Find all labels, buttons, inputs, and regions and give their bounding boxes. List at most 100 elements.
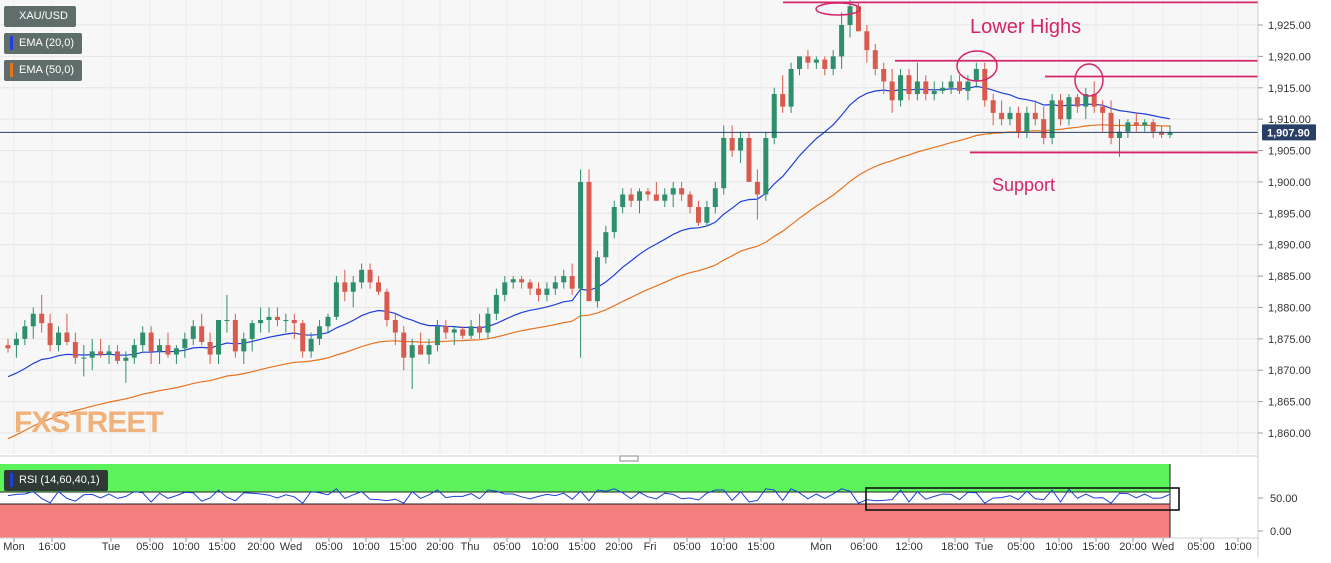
price-tick-label: 1,865.00 (1268, 397, 1311, 409)
candle-body (721, 137, 727, 189)
price-tick-label: 1,920.00 (1268, 51, 1311, 63)
candle-body (451, 329, 457, 333)
candle-body (754, 181, 760, 195)
candle-body (98, 351, 104, 355)
rsi-tick-label: 0.00 (1270, 526, 1291, 538)
candle-body (1074, 97, 1080, 107)
candle-body (695, 207, 701, 223)
candle-body (594, 257, 600, 302)
candle-body (1142, 122, 1148, 126)
candle-body (662, 194, 668, 201)
legend-ema20[interactable]: EMA (20,0) (4, 33, 83, 54)
candle-body (822, 59, 828, 69)
ema20-swatch (10, 36, 13, 51)
candle-body (409, 345, 415, 358)
candle-body (123, 357, 129, 361)
price-tick-label: 1,905.00 (1268, 146, 1311, 158)
time-tick-label: 15:00 (208, 541, 236, 553)
candle-body (645, 191, 651, 195)
time-tick-label: 20:00 (605, 541, 633, 553)
current-price-label: 1,907.90 (1267, 127, 1310, 139)
price-tick-label: 1,860.00 (1268, 428, 1311, 440)
time-tick-label: Tue (102, 541, 121, 553)
lower-highs-label: Lower Highs (970, 16, 1081, 38)
rsi-tick-label: 50.00 (1270, 493, 1298, 505)
candle-body (477, 326, 483, 333)
time-tick-label: 10:00 (352, 541, 380, 553)
candle-body (47, 323, 53, 346)
candle-body (384, 291, 390, 321)
time-tick-label: Mon (3, 541, 24, 553)
candle-body (982, 68, 988, 101)
time-tick-label: Wed (280, 541, 302, 553)
candle-body (401, 332, 407, 358)
candle-body (965, 81, 971, 91)
candle-body (359, 269, 365, 283)
rsi-highlight-box (865, 487, 1180, 511)
candle-body (889, 81, 895, 101)
rsi-label: RSI (14,60,40,1) (19, 474, 100, 486)
legend-ema50[interactable]: EMA (50,0) (4, 60, 83, 81)
candle-body (72, 341, 78, 358)
time-tick-label: Tue (975, 541, 994, 553)
current-price-tag (1262, 124, 1316, 141)
candle-body (729, 137, 735, 151)
price-tick-label: 1,925.00 (1268, 20, 1311, 32)
candle-body (653, 194, 659, 201)
candle-body (578, 181, 584, 289)
candle-body (434, 326, 440, 346)
candle-body (241, 338, 247, 352)
ema50-path (7, 124, 1171, 440)
candle-body (805, 56, 811, 63)
candle-body (460, 329, 466, 336)
support-label: Support (992, 175, 1055, 195)
candle-body (375, 282, 381, 292)
candle-body (746, 137, 752, 182)
candle-body (325, 316, 331, 327)
candle-body (813, 59, 819, 63)
candle-body (914, 81, 920, 95)
candle-body (493, 294, 499, 314)
time-tick-label: 15:00 (747, 541, 775, 553)
time-tick-label: 05:00 (136, 541, 164, 553)
candle-body (30, 313, 36, 327)
candle-body (350, 282, 356, 292)
candle-body (1032, 112, 1038, 120)
time-tick-label: 20:00 (247, 541, 275, 553)
candle-body (443, 326, 449, 333)
candle-body (1125, 122, 1131, 132)
time-tick-label: 15:00 (1082, 541, 1110, 553)
candle-body (771, 94, 777, 138)
price-axis-bg (1258, 0, 1331, 454)
candle-body (106, 351, 112, 355)
candle-body (1116, 131, 1122, 138)
candle-body (898, 75, 904, 101)
candle-body (788, 68, 794, 107)
candle-body (173, 348, 179, 355)
legend-symbol[interactable]: XAU/USD (4, 6, 76, 27)
price-tick-label: 1,880.00 (1268, 302, 1311, 314)
candles (5, 0, 1173, 390)
price-plot-area (0, 0, 1258, 454)
candle-body (283, 320, 289, 322)
candle-body (864, 31, 870, 51)
candle-body (502, 282, 508, 295)
candle-body (89, 351, 95, 358)
ema20-label: EMA (20,0) (19, 37, 75, 49)
time-tick-label: Fri (644, 541, 657, 553)
price-tick-label: 1,915.00 (1268, 83, 1311, 95)
candle-body (342, 282, 348, 292)
legend-rsi[interactable]: RSI (14,60,40,1) (4, 470, 108, 491)
high-circle-3 (1074, 63, 1104, 97)
candle-body (1066, 97, 1072, 120)
price-tick-label: 1,875.00 (1268, 334, 1311, 346)
candle-body (906, 75, 912, 95)
candle-body (131, 345, 137, 358)
time-tick-label: 10:00 (531, 541, 559, 553)
candle-body (973, 68, 979, 82)
price-tick-label: 1,870.00 (1268, 365, 1311, 377)
high-circle-1 (815, 2, 861, 16)
candle-body (738, 137, 744, 151)
time-tick-label: 05:00 (315, 541, 343, 553)
